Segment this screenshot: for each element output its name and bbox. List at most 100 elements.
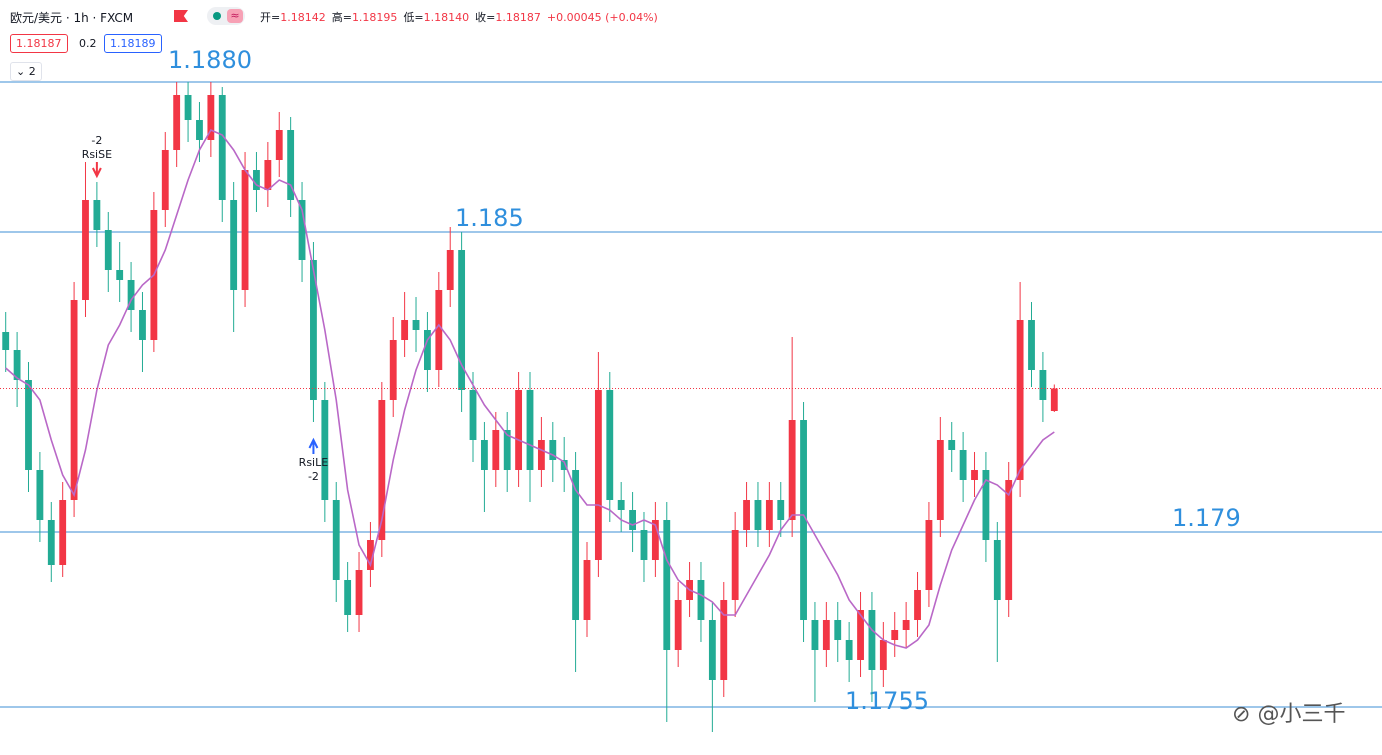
candle-body bbox=[811, 620, 819, 650]
candle-body bbox=[777, 500, 785, 520]
candle-body bbox=[515, 390, 523, 470]
candle-body bbox=[344, 580, 352, 615]
candle-body bbox=[59, 500, 67, 565]
ohlc-value: 1.18140 bbox=[423, 11, 470, 24]
candle-body bbox=[572, 470, 580, 620]
candle-body bbox=[549, 440, 557, 460]
candle-body bbox=[1050, 388, 1058, 411]
candle-body bbox=[583, 560, 591, 620]
candle-body bbox=[879, 640, 887, 670]
candle-body bbox=[13, 350, 21, 380]
candle-body bbox=[230, 200, 238, 290]
level-label: 1.1880 bbox=[168, 46, 252, 74]
spread: 0.2 bbox=[79, 37, 97, 50]
ohlc-label: 低= bbox=[403, 11, 424, 24]
candle-body bbox=[2, 332, 10, 350]
candle-body bbox=[765, 500, 773, 530]
candle-body bbox=[503, 430, 511, 470]
level-label: 1.1755 bbox=[845, 687, 929, 715]
ohlc-row: 开=1.18142 高=1.18195 低=1.18140 收=1.18187 +0.0… bbox=[260, 9, 658, 25]
candle-body bbox=[560, 460, 568, 470]
candle-body bbox=[834, 620, 842, 640]
candle-body bbox=[800, 420, 807, 620]
candle-body bbox=[902, 620, 910, 630]
candle-body bbox=[321, 400, 329, 500]
candle-body bbox=[435, 290, 443, 370]
candle-body bbox=[743, 500, 750, 530]
candle-body bbox=[891, 630, 899, 640]
indicator-toggle[interactable]: ⌄ 2 bbox=[10, 62, 42, 81]
level-label: 1.179 bbox=[1172, 504, 1241, 532]
candle-body bbox=[708, 620, 716, 680]
candle-body bbox=[480, 440, 488, 470]
candle-body bbox=[492, 430, 500, 470]
candle-body bbox=[1028, 320, 1035, 370]
candle-body bbox=[196, 120, 203, 140]
candle-body bbox=[1005, 480, 1013, 600]
candle-body bbox=[173, 95, 181, 150]
candle-body bbox=[139, 310, 146, 340]
level-label: 1.185 bbox=[455, 204, 524, 232]
candle-body bbox=[959, 450, 967, 480]
candle-body bbox=[606, 390, 614, 500]
ohlc-value: 1.18187 bbox=[495, 11, 541, 24]
indicator-count: 2 bbox=[28, 65, 36, 78]
candle-body bbox=[446, 250, 454, 290]
candle-body bbox=[822, 620, 830, 650]
status-dot bbox=[213, 12, 221, 20]
candle-body bbox=[982, 470, 990, 540]
candle-body bbox=[412, 320, 420, 330]
candle-body bbox=[378, 400, 386, 540]
ohlc-value: 1.18195 bbox=[351, 11, 398, 24]
signal-qty: -2 bbox=[91, 134, 102, 147]
candle-body bbox=[458, 250, 466, 390]
status-pill: ≈ bbox=[207, 7, 245, 25]
candle-body bbox=[663, 520, 671, 650]
candle-body bbox=[617, 500, 625, 510]
change: +0.00045 (+0.04%) bbox=[546, 11, 658, 24]
candle-body bbox=[640, 530, 648, 560]
candle-body bbox=[218, 95, 226, 200]
candle-body bbox=[389, 340, 397, 400]
candle-body bbox=[469, 390, 477, 440]
candle-body bbox=[184, 95, 192, 120]
candle-body bbox=[936, 440, 944, 520]
candle-body bbox=[1039, 370, 1047, 400]
candle-body bbox=[629, 510, 636, 530]
watermark: ⊘ @小三千 bbox=[1232, 702, 1346, 727]
candle-body bbox=[993, 540, 1001, 600]
candle-body bbox=[731, 530, 739, 600]
candle-body bbox=[537, 440, 545, 470]
candle-body bbox=[424, 330, 431, 370]
candle-body bbox=[594, 390, 602, 560]
candle-body bbox=[93, 200, 101, 230]
candle-body bbox=[161, 150, 169, 210]
candle-body bbox=[116, 270, 124, 280]
bid-box[interactable]: 1.18187 bbox=[10, 34, 68, 53]
candle-body bbox=[104, 230, 112, 270]
candle-body bbox=[25, 380, 32, 470]
signal-arrow bbox=[91, 162, 102, 179]
signal-label: RsiSE bbox=[82, 148, 112, 161]
ohlc-label: 开= bbox=[260, 11, 281, 24]
candle-body bbox=[948, 440, 956, 450]
symbol: 欧元/美元 · 1h · FXCM bbox=[10, 11, 134, 25]
candle-body bbox=[275, 130, 283, 160]
candle-body bbox=[241, 170, 249, 290]
candle-body bbox=[857, 610, 864, 660]
candle-body bbox=[298, 200, 306, 260]
candle-body bbox=[127, 280, 135, 310]
signal-qty: -2 bbox=[308, 470, 319, 483]
candle-body bbox=[264, 160, 272, 190]
ask-box[interactable]: 1.18189 bbox=[104, 34, 162, 53]
candle-body bbox=[47, 520, 55, 565]
candle-body bbox=[332, 500, 340, 580]
flag-icon[interactable] bbox=[174, 10, 188, 22]
candle-body bbox=[697, 580, 705, 620]
candle-body bbox=[674, 600, 682, 650]
ohlc-value: 1.18142 bbox=[280, 11, 326, 24]
candle-body bbox=[651, 520, 659, 560]
status-icon: ≈ bbox=[227, 9, 243, 23]
candle-body bbox=[82, 200, 89, 300]
